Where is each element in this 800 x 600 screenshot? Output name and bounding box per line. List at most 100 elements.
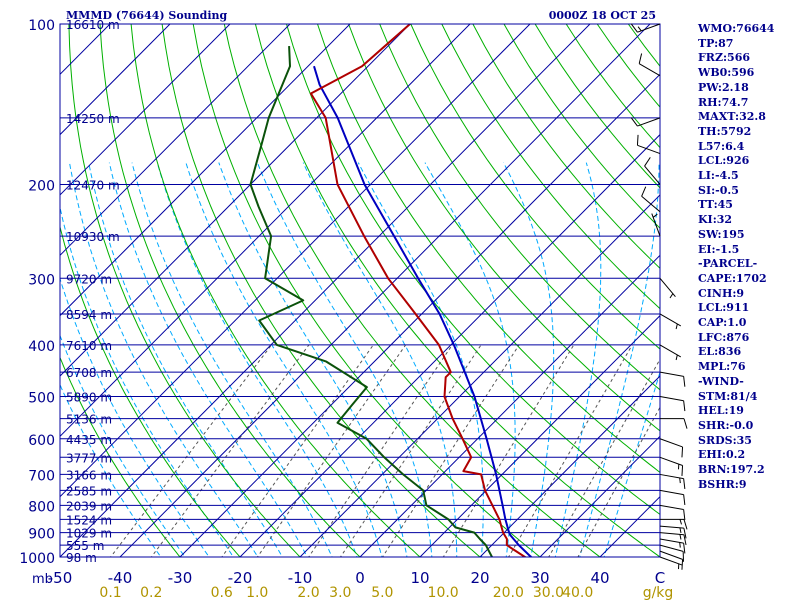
mixing-ratio-label: 2.0 <box>297 585 319 600</box>
wind-barb-staff <box>651 213 661 237</box>
wind-barb-flag <box>681 559 684 570</box>
wind-barb-flag <box>683 400 686 412</box>
wind-barb-staff <box>637 23 661 33</box>
dry-adiabat-line <box>379 24 660 391</box>
height-label: 8594 m <box>66 308 112 322</box>
grid-layer <box>60 24 660 557</box>
wind-barb <box>659 550 684 570</box>
wind-barb-flag <box>641 186 647 197</box>
mixing-ratio-line <box>577 406 660 557</box>
wind-barb-flag <box>681 465 684 476</box>
mixing-ratio-label: 0.6 <box>211 585 233 600</box>
pressure-tick-label: 900 <box>28 527 55 543</box>
mixing-ratio-label: 40.0 <box>562 585 593 600</box>
pressure-tick-label: 500 <box>28 391 55 407</box>
height-label: 12470 m <box>66 178 120 192</box>
wind-barb-flag <box>638 53 643 64</box>
index-item: HEL:19 <box>698 404 744 418</box>
wind-barb <box>659 525 687 539</box>
dry-adiabat-line <box>410 24 660 350</box>
pressure-tick-label: 200 <box>28 178 55 194</box>
index-item: LCL:911 <box>698 301 750 315</box>
isotherm-line <box>539 435 660 557</box>
wind-barb-flag <box>683 543 686 554</box>
isotherm-line <box>239 133 660 557</box>
wind-barb-staff <box>659 371 684 377</box>
index-item: LI:-4.5 <box>698 169 739 183</box>
pressure-unit-label: mb <box>32 572 53 587</box>
wind-barb-flag <box>679 477 681 484</box>
pressure-tick-label: 300 <box>28 272 55 288</box>
moist-adiabat-line <box>185 162 383 557</box>
wind-barb-flag <box>683 534 687 546</box>
wind-barb-flag <box>669 293 674 299</box>
wind-barb-staff <box>659 504 684 511</box>
indices-panel: WMO:76644 TP:87 FRZ:566 WB0:596 PW:2.18 RH:74… <box>698 22 798 493</box>
moist-adiabat-line <box>554 162 602 557</box>
isotherm-line <box>60 24 291 257</box>
isotherm-line <box>179 73 660 557</box>
height-label: 14250 m <box>66 112 120 126</box>
isotherm-line <box>479 375 660 557</box>
wind-barb-flag <box>644 157 651 167</box>
index-item: CINH:9 <box>698 286 745 300</box>
mixing-ratio-line <box>442 344 575 557</box>
pressure-tick-label: 800 <box>28 499 55 515</box>
wind-barb <box>630 117 661 127</box>
temperature-tick-label: 20 <box>470 569 489 587</box>
mixing-ratio-labels: 0.1 0.2 0.6 1.0 2.0 3.0 5.0 10.0 20.0 30.040.0 <box>99 585 593 600</box>
moist-adiabat-line <box>60 205 234 557</box>
wind-barb <box>659 489 686 506</box>
wind-barb-flag <box>683 418 688 429</box>
wind-barb <box>659 544 684 562</box>
mixing-ratio-label: 20.0 <box>493 585 524 600</box>
wind-barb-staff <box>659 489 684 496</box>
wind-barbs <box>630 23 688 570</box>
wind-barb <box>659 277 676 299</box>
wind-barb <box>659 538 686 554</box>
temperature-tick-label: -50 <box>48 569 73 587</box>
wind-barb <box>651 213 661 237</box>
moist-adiabat-line <box>218 162 408 557</box>
plot-frame <box>59 23 661 558</box>
wind-barb-staff <box>638 63 661 77</box>
mixing-ratio-lines <box>110 344 660 557</box>
isotherm-line <box>60 24 471 438</box>
moist-adiabat-line <box>579 162 660 557</box>
wind-barb-flag <box>683 528 687 539</box>
dry-adiabat-line <box>472 24 660 270</box>
moist-adiabat-line <box>357 162 484 557</box>
index-item: WMO:76644 <box>698 22 775 35</box>
wind-barb-staff <box>659 550 683 560</box>
wind-barb <box>659 532 687 546</box>
wind-barb-staff <box>637 144 661 155</box>
dewpoint-profile <box>249 46 494 557</box>
wind-barb-staff <box>659 438 683 448</box>
wind-barb-staff <box>659 396 684 402</box>
moist-adiabat-line <box>108 162 308 557</box>
index-item: BSHR:9 <box>698 477 747 491</box>
isotherm-line <box>419 314 660 557</box>
mixing-ratio-line <box>548 358 660 557</box>
dry-adiabat-line <box>130 24 421 557</box>
mixing-ratio-label: 1.0 <box>246 585 268 600</box>
index-item: BRN:197.2 <box>698 463 765 477</box>
index-item: L57:6.4 <box>698 139 745 153</box>
index-item: SI:-0.5 <box>698 183 739 197</box>
index-item: SW:195 <box>698 227 745 241</box>
height-label: 10930 m <box>66 230 120 244</box>
parcel-trace <box>313 65 533 557</box>
temperature-tick-label: C <box>655 569 665 587</box>
dry-adiabat-line <box>286 24 660 516</box>
wind-barb <box>659 504 686 520</box>
wind-barb-flag <box>630 117 638 127</box>
temperature-tick-label: -20 <box>228 569 253 587</box>
pressure-tick-label: 700 <box>28 468 55 484</box>
index-item: KI:32 <box>698 213 733 227</box>
index-item: CAPE:1702 <box>698 271 767 285</box>
wind-barb <box>644 157 661 185</box>
dry-adiabat-line <box>60 224 241 557</box>
index-item: EL:836 <box>698 345 742 359</box>
index-item: MAXT:32.8 <box>698 110 766 124</box>
wind-barb-flag <box>675 323 678 330</box>
